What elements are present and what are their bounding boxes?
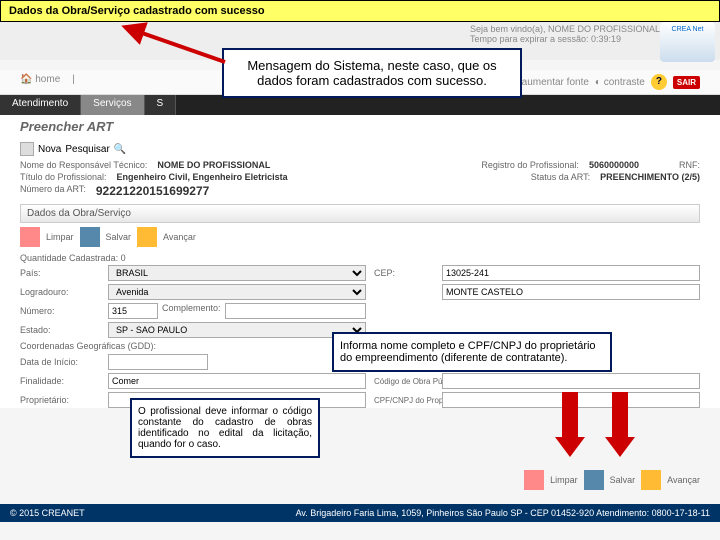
footer-address: Av. Brigadeiro Faria Lima, 1059, Pinheir…: [296, 508, 710, 518]
section-header: Dados da Obra/Serviço: [20, 204, 700, 223]
tab-servicos[interactable]: Serviços: [81, 95, 144, 115]
final-input[interactable]: [108, 373, 366, 389]
callout-message-1: Mensagem do Sistema, neste caso, que os …: [222, 48, 522, 98]
dtini-input[interactable]: [108, 354, 208, 370]
salvar-label: Salvar: [106, 232, 132, 242]
avancar-icon[interactable]: [137, 227, 157, 247]
codobra-label: Código de Obra Pública:: [374, 377, 434, 386]
success-banner: Dados da Obra/Serviço cadastrado com suc…: [0, 0, 720, 22]
qtd-label: Quantidade Cadastrada: 0: [20, 253, 126, 263]
rnf-label: RNF:: [679, 160, 700, 170]
titulo-value: Engenheiro Civil, Engenheiro Eletricista: [117, 172, 288, 182]
footer-salvar-label: Salvar: [610, 475, 636, 485]
salvar-icon[interactable]: [80, 227, 100, 247]
pais-select[interactable]: BRASIL: [108, 265, 366, 281]
dtini-label: Data de Início:: [20, 357, 100, 367]
prop-label: Proprietário:: [20, 395, 100, 405]
avancar-label: Avançar: [163, 232, 196, 242]
status-label: Status da ART:: [531, 172, 590, 182]
footer-limpar-icon[interactable]: [524, 470, 544, 490]
crea-logo: CREA Net: [660, 22, 715, 62]
callout-message-3: O profissional deve informar o código co…: [130, 398, 320, 458]
logr-type-select[interactable]: Avenida: [108, 284, 366, 300]
num-label: Número:: [20, 306, 100, 316]
breadcrumb-sep: |: [72, 74, 75, 90]
callout-arrow-1: [115, 22, 235, 72]
callout-message-2: Informa nome completo e CPF/CNPJ do prop…: [332, 332, 612, 372]
down-arrow-1: [555, 392, 585, 462]
contrast-toggle[interactable]: ◐ contraste: [595, 77, 645, 88]
num-input[interactable]: [108, 303, 158, 319]
compl-input[interactable]: [225, 303, 366, 319]
new-label: Nova: [38, 144, 61, 155]
footer-avancar-label: Avançar: [667, 475, 700, 485]
resp-value: NOME DO PROFISSIONAL: [157, 160, 270, 170]
titulo-label: Título do Profissional:: [20, 172, 107, 182]
welcome-text: Seja bem vindo(a), NOME DO PROFISSIONAL: [470, 24, 660, 34]
main-tabs: Atendimento Serviços S: [0, 95, 720, 115]
limpar-icon[interactable]: [20, 227, 40, 247]
bairro-input[interactable]: [442, 284, 700, 300]
search-label[interactable]: Pesquisar: [65, 144, 109, 155]
help-icon[interactable]: ?: [651, 74, 667, 90]
tab-extra[interactable]: S: [145, 95, 177, 115]
status-value: PREENCHIMENTO (2/5): [600, 172, 700, 182]
reg-label: Registro do Profissional:: [481, 160, 579, 170]
logr-label: Logradouro:: [20, 287, 100, 297]
cep-input[interactable]: [442, 265, 700, 281]
new-icon[interactable]: [20, 142, 34, 156]
page-title: Preencher ART: [0, 115, 720, 138]
coord-label: Coordenadas Geográficas (GDD):: [20, 341, 366, 351]
tab-atendimento[interactable]: Atendimento: [0, 95, 81, 115]
estado-select[interactable]: SP - SAO PAULO: [108, 322, 366, 338]
exit-button[interactable]: SAIR: [673, 76, 700, 89]
page-footer: © 2015 CREANET Av. Brigadeiro Faria Lima…: [0, 504, 720, 522]
numart-value: 92221220151699277: [96, 184, 209, 198]
codobra-input[interactable]: [442, 373, 700, 389]
limpar-label: Limpar: [46, 232, 74, 242]
session-timer: Tempo para expirar a sessão: 0:39:19: [470, 34, 660, 44]
compl-label: Complemento:: [162, 303, 221, 319]
final-label: Finalidade:: [20, 376, 100, 386]
cpf-label: CPF/CNPJ do Proprietário:: [374, 396, 434, 405]
footer-avancar-icon[interactable]: [641, 470, 661, 490]
footer-limpar-label: Limpar: [550, 475, 578, 485]
reg-value: 5060000000: [589, 160, 639, 170]
cep-label: CEP:: [374, 268, 434, 278]
pais-label: País:: [20, 268, 100, 278]
home-link[interactable]: 🏠 home: [20, 74, 60, 90]
footer-salvar-icon[interactable]: [584, 470, 604, 490]
footer-toolbar: Limpar Salvar Avançar: [524, 470, 700, 490]
search-icon[interactable]: 🔍: [114, 144, 126, 155]
footer-copy: © 2015 CREANET: [10, 508, 85, 518]
down-arrow-2: [605, 392, 635, 462]
resp-label: Nome do Responsável Técnico:: [20, 160, 147, 170]
estado-label: Estado:: [20, 325, 100, 335]
numart-label: Número da ART:: [20, 184, 86, 198]
